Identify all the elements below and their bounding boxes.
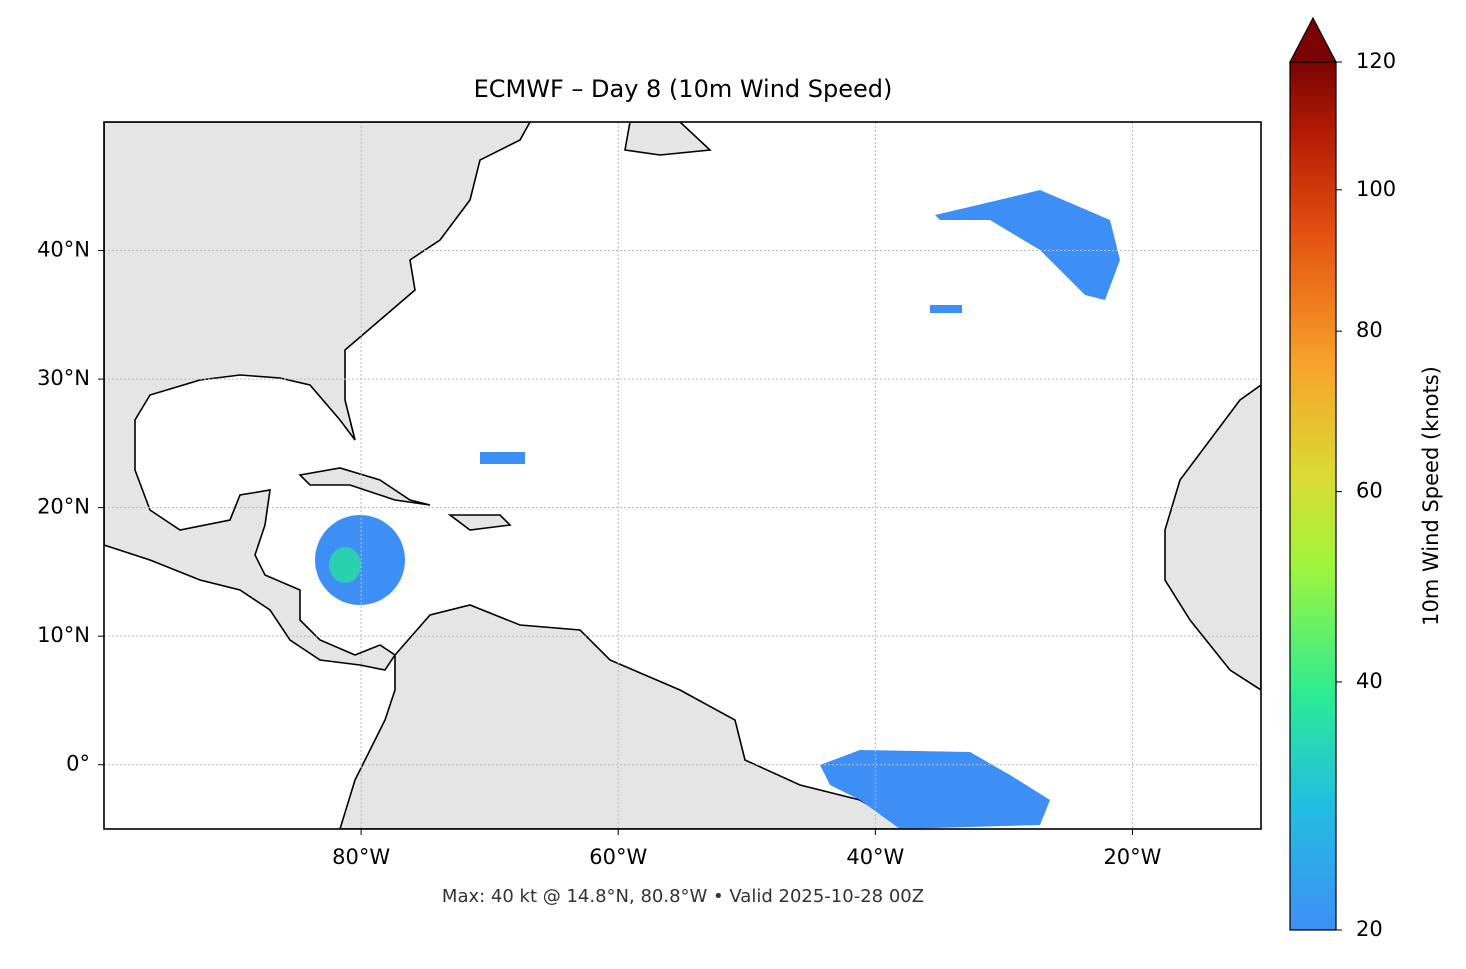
newfoundland bbox=[624, 122, 712, 156]
south-america bbox=[339, 604, 912, 829]
map-frame bbox=[103, 121, 1262, 830]
colorbar bbox=[1289, 61, 1337, 931]
colorbar-tick-label: 80 bbox=[1356, 318, 1383, 342]
lon-tick-label: 80°W bbox=[332, 845, 390, 869]
wind-area bbox=[480, 452, 525, 464]
africa bbox=[1164, 384, 1261, 691]
lat-tick-label: 0° bbox=[66, 752, 90, 776]
colorbar-extend bbox=[1289, 16, 1337, 63]
wind-area bbox=[820, 750, 1050, 829]
lat-tick-label: 40°N bbox=[37, 238, 90, 262]
colorbar-tick-label: 100 bbox=[1356, 177, 1396, 201]
map-area bbox=[104, 122, 1261, 829]
lon-tick-label: 20°W bbox=[1103, 845, 1161, 869]
wind-area bbox=[935, 190, 1120, 300]
lat-tick-label: 10°N bbox=[37, 623, 90, 647]
cuba bbox=[298, 467, 431, 506]
lat-tick-label: 30°N bbox=[37, 366, 90, 390]
footnote: Max: 40 kt @ 14.8°N, 80.8°W • Valid 2025… bbox=[442, 886, 924, 907]
colorbar-tick-label: 120 bbox=[1356, 49, 1396, 73]
title: ECMWF – Day 8 (10m Wind Speed) bbox=[474, 75, 893, 103]
colorbar-label: 10m Wind Speed (knots) bbox=[1419, 366, 1443, 626]
colorbar-tick-label: 60 bbox=[1356, 479, 1383, 503]
lon-tick-label: 60°W bbox=[589, 845, 647, 869]
wind-core bbox=[329, 547, 361, 583]
colorbar-tick-label: 20 bbox=[1356, 917, 1383, 941]
wind-area bbox=[930, 305, 962, 313]
colorbar-tick-label: 40 bbox=[1356, 669, 1383, 693]
hispaniola bbox=[447, 514, 512, 531]
north-america bbox=[104, 122, 531, 671]
lat-tick-label: 20°N bbox=[37, 495, 90, 519]
lon-tick-label: 40°W bbox=[846, 845, 904, 869]
